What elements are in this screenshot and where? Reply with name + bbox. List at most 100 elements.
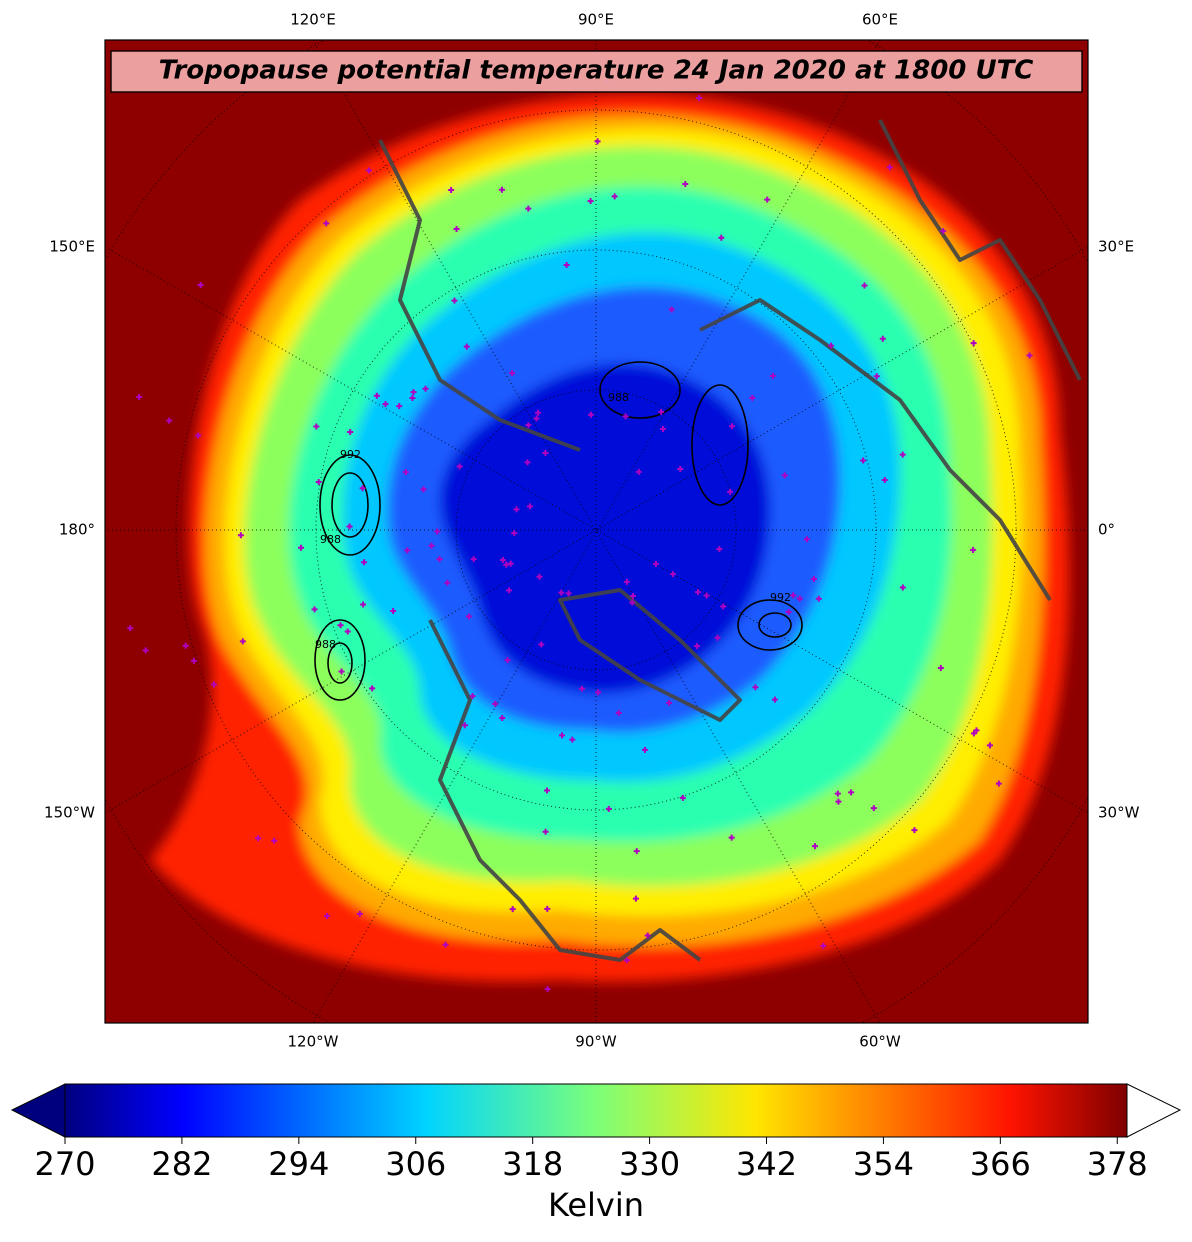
station-marker bbox=[811, 843, 818, 850]
station-marker bbox=[338, 668, 345, 675]
station-marker bbox=[835, 798, 842, 805]
station-marker bbox=[718, 234, 725, 241]
station-marker bbox=[239, 638, 246, 645]
colorbar-tick-label: 354 bbox=[853, 1145, 914, 1183]
station-marker bbox=[195, 432, 202, 439]
station-marker bbox=[402, 469, 409, 476]
station-marker bbox=[879, 335, 886, 342]
station-marker bbox=[694, 589, 701, 596]
station-marker bbox=[538, 641, 545, 648]
station-marker bbox=[404, 547, 411, 554]
station-marker bbox=[524, 459, 531, 466]
station-marker bbox=[559, 732, 566, 739]
station-marker bbox=[323, 220, 330, 227]
station-marker bbox=[615, 709, 622, 716]
station-marker bbox=[544, 986, 551, 993]
station-marker bbox=[390, 607, 397, 614]
station-marker bbox=[820, 942, 827, 949]
station-marker bbox=[666, 699, 673, 706]
station-marker bbox=[659, 426, 666, 433]
station-marker bbox=[499, 557, 506, 564]
station-marker bbox=[714, 634, 721, 641]
contour-label: 988 bbox=[315, 638, 336, 651]
station-marker bbox=[526, 503, 533, 510]
station-marker bbox=[644, 932, 651, 939]
station-marker bbox=[525, 422, 532, 429]
station-marker bbox=[658, 408, 665, 415]
station-marker bbox=[442, 941, 449, 948]
station-marker bbox=[781, 472, 788, 479]
lon-label: 0° bbox=[1098, 521, 1115, 539]
station-marker bbox=[544, 905, 551, 912]
lon-label: 150°W bbox=[44, 804, 95, 822]
station-marker bbox=[470, 556, 477, 563]
station-marker bbox=[815, 595, 822, 602]
station-marker bbox=[769, 372, 776, 379]
station-marker bbox=[860, 457, 867, 464]
station-marker bbox=[834, 790, 841, 797]
station-marker bbox=[587, 411, 594, 418]
station-marker bbox=[509, 370, 516, 377]
lon-label: 30°W bbox=[1098, 804, 1140, 822]
station-marker bbox=[451, 297, 458, 304]
station-marker bbox=[861, 282, 868, 289]
station-marker bbox=[409, 395, 416, 402]
lon-label: 180° bbox=[59, 521, 95, 539]
lon-label: 30°E bbox=[1098, 238, 1134, 256]
station-marker bbox=[344, 628, 351, 635]
station-marker bbox=[410, 389, 417, 396]
station-marker bbox=[881, 477, 888, 484]
station-marker bbox=[313, 423, 320, 430]
station-marker bbox=[396, 403, 403, 410]
station-marker bbox=[696, 94, 703, 101]
station-marker bbox=[565, 590, 572, 597]
station-marker bbox=[463, 343, 470, 350]
colorbar-tick-label: 306 bbox=[385, 1145, 446, 1183]
station-marker bbox=[365, 167, 372, 174]
station-marker bbox=[716, 546, 723, 553]
station-marker bbox=[536, 573, 543, 580]
station-marker bbox=[422, 385, 429, 392]
station-marker bbox=[587, 198, 594, 205]
station-marker bbox=[255, 835, 262, 842]
station-marker bbox=[542, 449, 549, 456]
station-marker bbox=[668, 306, 675, 313]
station-marker bbox=[346, 523, 353, 530]
station-marker bbox=[641, 746, 648, 753]
station-marker bbox=[623, 578, 630, 585]
title: Tropopause potential temperature 24 Jan … bbox=[159, 56, 1034, 86]
station-marker bbox=[937, 665, 944, 672]
station-marker bbox=[728, 423, 735, 430]
station-marker bbox=[986, 742, 993, 749]
colorbar-tick-label: 342 bbox=[736, 1145, 797, 1183]
station-marker bbox=[558, 589, 565, 596]
colorbar-extend-high bbox=[1126, 1083, 1182, 1138]
station-marker bbox=[197, 281, 204, 288]
station-marker bbox=[492, 700, 499, 707]
station-marker bbox=[503, 561, 510, 568]
station-marker bbox=[682, 181, 689, 188]
lon-label: 120°W bbox=[288, 1033, 339, 1051]
station-marker bbox=[870, 805, 877, 812]
station-marker bbox=[298, 544, 305, 551]
station-marker bbox=[142, 647, 149, 654]
station-marker bbox=[803, 536, 810, 543]
station-marker bbox=[720, 603, 727, 610]
station-marker bbox=[785, 609, 792, 616]
station-marker bbox=[369, 685, 376, 692]
station-marker bbox=[652, 560, 659, 567]
station-marker bbox=[727, 488, 734, 495]
station-marker bbox=[311, 606, 318, 613]
station-marker bbox=[810, 575, 817, 582]
contour-label: 992 bbox=[340, 448, 361, 461]
station-marker bbox=[679, 794, 686, 801]
station-marker bbox=[428, 542, 435, 549]
station-marker bbox=[465, 613, 472, 620]
station-marker bbox=[210, 681, 217, 688]
station-marker bbox=[703, 592, 710, 599]
station-marker bbox=[1026, 352, 1033, 359]
station-marker bbox=[359, 485, 366, 492]
station-marker bbox=[509, 906, 516, 913]
colorbar: Kelvin 270 282 294 306 318 330 342 354 366 378 bbox=[10, 1083, 1182, 1224]
station-marker bbox=[535, 409, 542, 416]
